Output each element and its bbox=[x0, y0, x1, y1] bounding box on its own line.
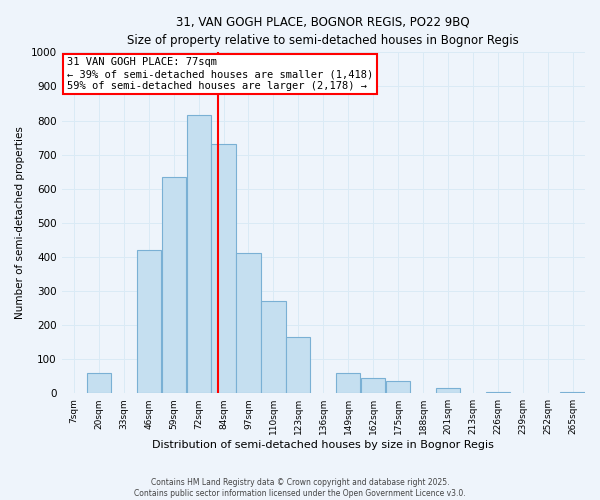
Bar bbox=[361, 378, 385, 393]
Bar bbox=[286, 337, 310, 393]
Bar bbox=[87, 373, 111, 393]
Bar bbox=[187, 116, 211, 393]
Bar bbox=[161, 177, 186, 393]
Y-axis label: Number of semi-detached properties: Number of semi-detached properties bbox=[15, 126, 25, 319]
Bar bbox=[436, 388, 460, 393]
Text: 31 VAN GOGH PLACE: 77sqm
← 39% of semi-detached houses are smaller (1,418)
59% o: 31 VAN GOGH PLACE: 77sqm ← 39% of semi-d… bbox=[67, 58, 373, 90]
Bar bbox=[560, 392, 584, 393]
X-axis label: Distribution of semi-detached houses by size in Bognor Regis: Distribution of semi-detached houses by … bbox=[152, 440, 494, 450]
Bar bbox=[137, 250, 161, 393]
Bar bbox=[485, 392, 510, 393]
Bar bbox=[236, 254, 260, 393]
Text: Contains HM Land Registry data © Crown copyright and database right 2025.
Contai: Contains HM Land Registry data © Crown c… bbox=[134, 478, 466, 498]
Title: 31, VAN GOGH PLACE, BOGNOR REGIS, PO22 9BQ
Size of property relative to semi-det: 31, VAN GOGH PLACE, BOGNOR REGIS, PO22 9… bbox=[127, 15, 519, 47]
Bar bbox=[211, 144, 236, 393]
Bar bbox=[262, 301, 286, 393]
Bar bbox=[336, 373, 360, 393]
Bar bbox=[386, 382, 410, 393]
